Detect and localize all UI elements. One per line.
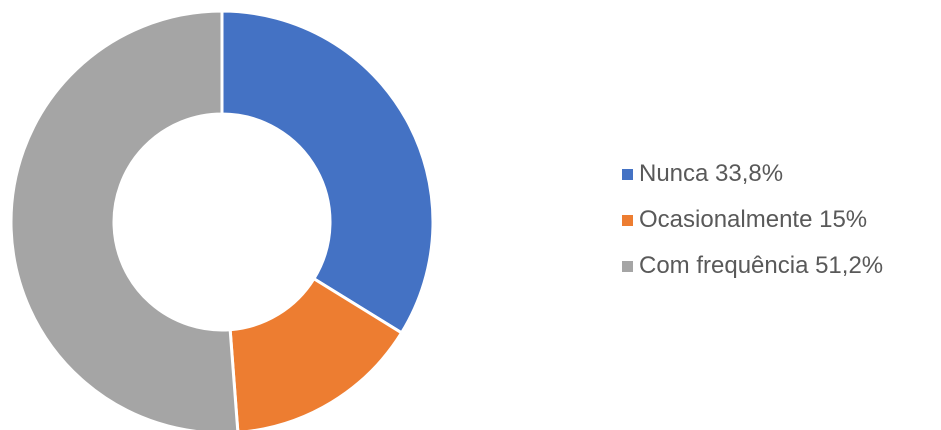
- legend-item-ocasionalmente: Ocasionalmente 15%: [622, 204, 883, 236]
- slice-ocasionalmente: [228, 276, 404, 430]
- chart-legend: Nunca 33,8% Ocasionalmente 15% Com frequ…: [622, 158, 883, 282]
- legend-label-nunca: Nunca 33,8%: [639, 160, 784, 187]
- slice-nunca: [220, 9, 435, 335]
- donut-chart: [9, 9, 435, 430]
- legend-item-nunca: Nunca 33,8%: [622, 158, 883, 190]
- legend-swatch-nunca: [622, 168, 633, 180]
- legend-item-com-frequencia: Com frequência 51,2%: [622, 250, 883, 282]
- legend-label-ocasionalmente: Ocasionalmente 15%: [639, 206, 868, 233]
- legend-label-com-frequencia: Com frequência 51,2%: [639, 252, 884, 279]
- slice-com-frequencia: [9, 9, 240, 430]
- legend-swatch-ocasionalmente: [622, 214, 633, 226]
- legend-swatch-com-frequencia: [622, 260, 633, 272]
